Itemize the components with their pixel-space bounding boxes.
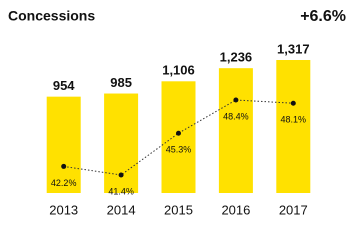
x-tick-label: 2016 — [221, 202, 250, 217]
growth-annotation: +6.6% — [300, 8, 346, 25]
bar-value-label: 1,317 — [277, 41, 310, 56]
share-label: 41.4% — [108, 186, 134, 196]
share-point — [233, 97, 239, 103]
share-label: 48.1% — [281, 115, 307, 125]
share-point — [290, 100, 296, 106]
bar-value-label: 954 — [53, 78, 75, 93]
x-tick-label: 2014 — [107, 202, 136, 217]
bar-value-label: 985 — [110, 75, 132, 90]
bar-value-label: 1,236 — [220, 50, 253, 65]
bar — [46, 96, 81, 193]
share-point — [176, 130, 181, 136]
share-label: 48.4% — [223, 111, 249, 121]
chart-title: Concessions — [8, 8, 95, 24]
bar-value-label: 1,106 — [162, 63, 195, 78]
bar — [218, 68, 253, 193]
share-label: 45.3% — [166, 145, 192, 155]
share-point — [118, 172, 124, 178]
share-point — [61, 163, 67, 169]
x-tick-label: 2013 — [49, 202, 78, 217]
x-tick-label: 2015 — [164, 202, 193, 217]
x-tick-label: 2017 — [279, 202, 308, 217]
bar — [104, 93, 139, 193]
bar — [276, 60, 311, 193]
share-label: 42.2% — [51, 178, 77, 188]
share-line — [63, 99, 294, 176]
bar — [161, 81, 196, 193]
